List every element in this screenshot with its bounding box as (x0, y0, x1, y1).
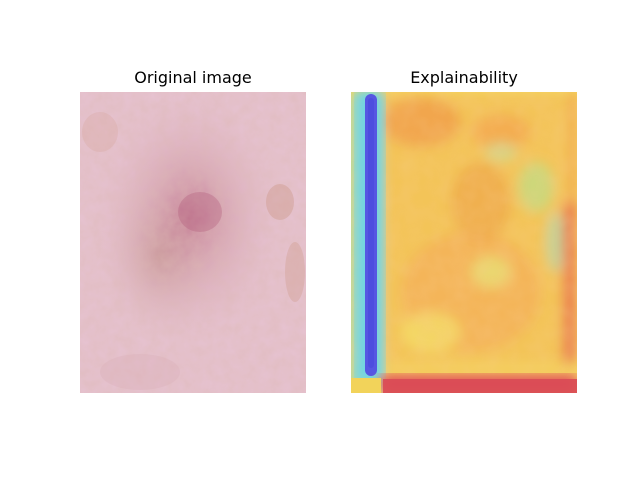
explainability-heatmap (351, 92, 577, 393)
explainability-title: Explainability (410, 68, 518, 87)
original-dermoscopy-image (80, 92, 306, 393)
original-image-title: Original image (134, 68, 252, 87)
